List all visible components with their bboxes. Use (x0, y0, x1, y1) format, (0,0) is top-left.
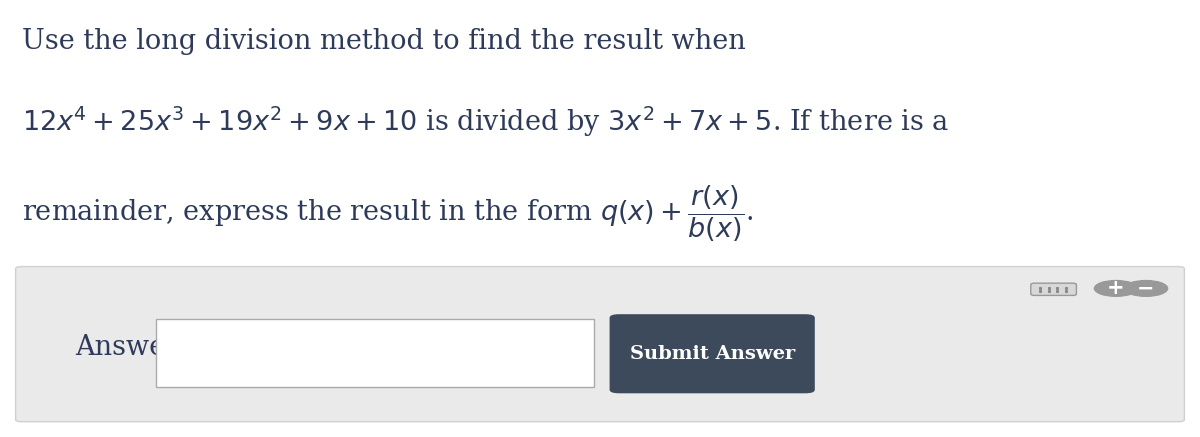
Text: Answer:: Answer: (76, 334, 188, 361)
Text: Use the long division method to find the result when: Use the long division method to find the… (22, 28, 745, 55)
Text: +: + (1108, 278, 1124, 298)
Circle shape (1124, 281, 1168, 296)
Text: −: − (1138, 278, 1154, 298)
FancyBboxPatch shape (156, 319, 594, 387)
Text: remainder, express the result in the form $q(x) + \dfrac{r(x)}{b(x)}$.: remainder, express the result in the for… (22, 184, 754, 244)
Text: $12x^4 + 25x^3 + 19x^2 + 9x + 10$ is divided by $3x^2 + 7x + 5$. If there is a: $12x^4 + 25x^3 + 19x^2 + 9x + 10$ is div… (22, 105, 949, 139)
FancyBboxPatch shape (1031, 283, 1076, 295)
Text: Submit Answer: Submit Answer (630, 345, 794, 363)
FancyBboxPatch shape (610, 314, 815, 393)
FancyBboxPatch shape (16, 267, 1184, 422)
Circle shape (1094, 281, 1138, 296)
